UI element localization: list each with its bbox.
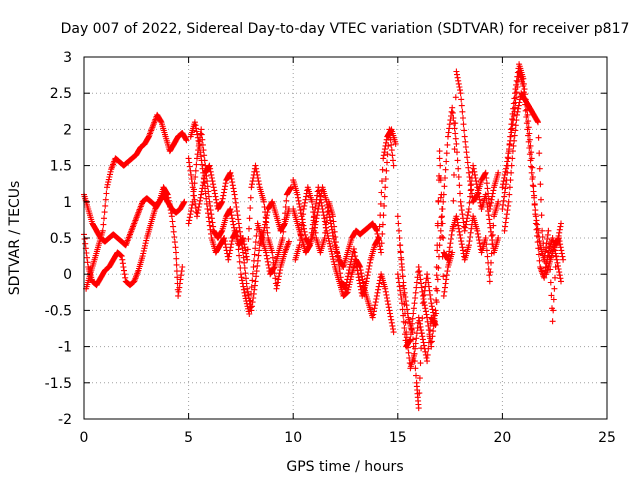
x-tick-labels: 0 5 10 15 20 25 [80, 430, 616, 446]
data-point-markers [499, 61, 564, 285]
data-point-markers [394, 68, 502, 350]
x-tick-label: 5 [184, 430, 193, 446]
y-tick-label: 0 [63, 267, 72, 283]
x-tick-label: 10 [284, 430, 302, 446]
chart-title: Day 007 of 2022, Sidereal Day-to-day VTE… [61, 21, 630, 37]
y-tick-label: -2 [58, 412, 72, 428]
series-group [185, 155, 292, 314]
data-point-markers [185, 155, 292, 314]
y-tick-label: -1 [58, 340, 72, 356]
y-tick-label: 3 [63, 50, 72, 66]
x-tick-label: 15 [389, 430, 407, 446]
y-tick-label: 1 [63, 195, 72, 211]
y-tick-label: 2.5 [50, 86, 72, 102]
data-point-markers [292, 126, 399, 299]
series-group [187, 119, 295, 317]
data-point-markers [81, 191, 188, 249]
data-point-markers [290, 184, 397, 336]
data-point-markers [83, 111, 190, 292]
data-point-markers [501, 90, 567, 278]
series-group [394, 68, 502, 350]
series-group [290, 184, 397, 336]
axis-ticks [83, 56, 608, 420]
series-group [499, 61, 564, 285]
y-tick-label: 1.5 [50, 159, 72, 175]
y-tick-label: -0.5 [45, 303, 72, 319]
y-tick-label: 2 [63, 122, 72, 138]
series-group [292, 126, 399, 299]
x-tick-label: 20 [493, 430, 511, 446]
x-tick-label: 0 [80, 430, 89, 446]
x-tick-label: 25 [598, 430, 616, 446]
data-point-markers [187, 119, 295, 317]
series-group [83, 111, 190, 292]
x-axis-label: GPS time / hours [286, 459, 403, 475]
series-group [81, 191, 188, 249]
y-axis-label: SDTVAR / TECUs [7, 181, 23, 296]
y-tick-labels: -2 -1.5 -1 -0.5 0 0.5 1 1.5 2 2.5 3 [45, 50, 72, 428]
y-tick-label: 0.5 [50, 231, 72, 247]
data-points [81, 61, 567, 412]
y-tick-label: -1.5 [45, 376, 72, 392]
series-group [501, 90, 567, 278]
